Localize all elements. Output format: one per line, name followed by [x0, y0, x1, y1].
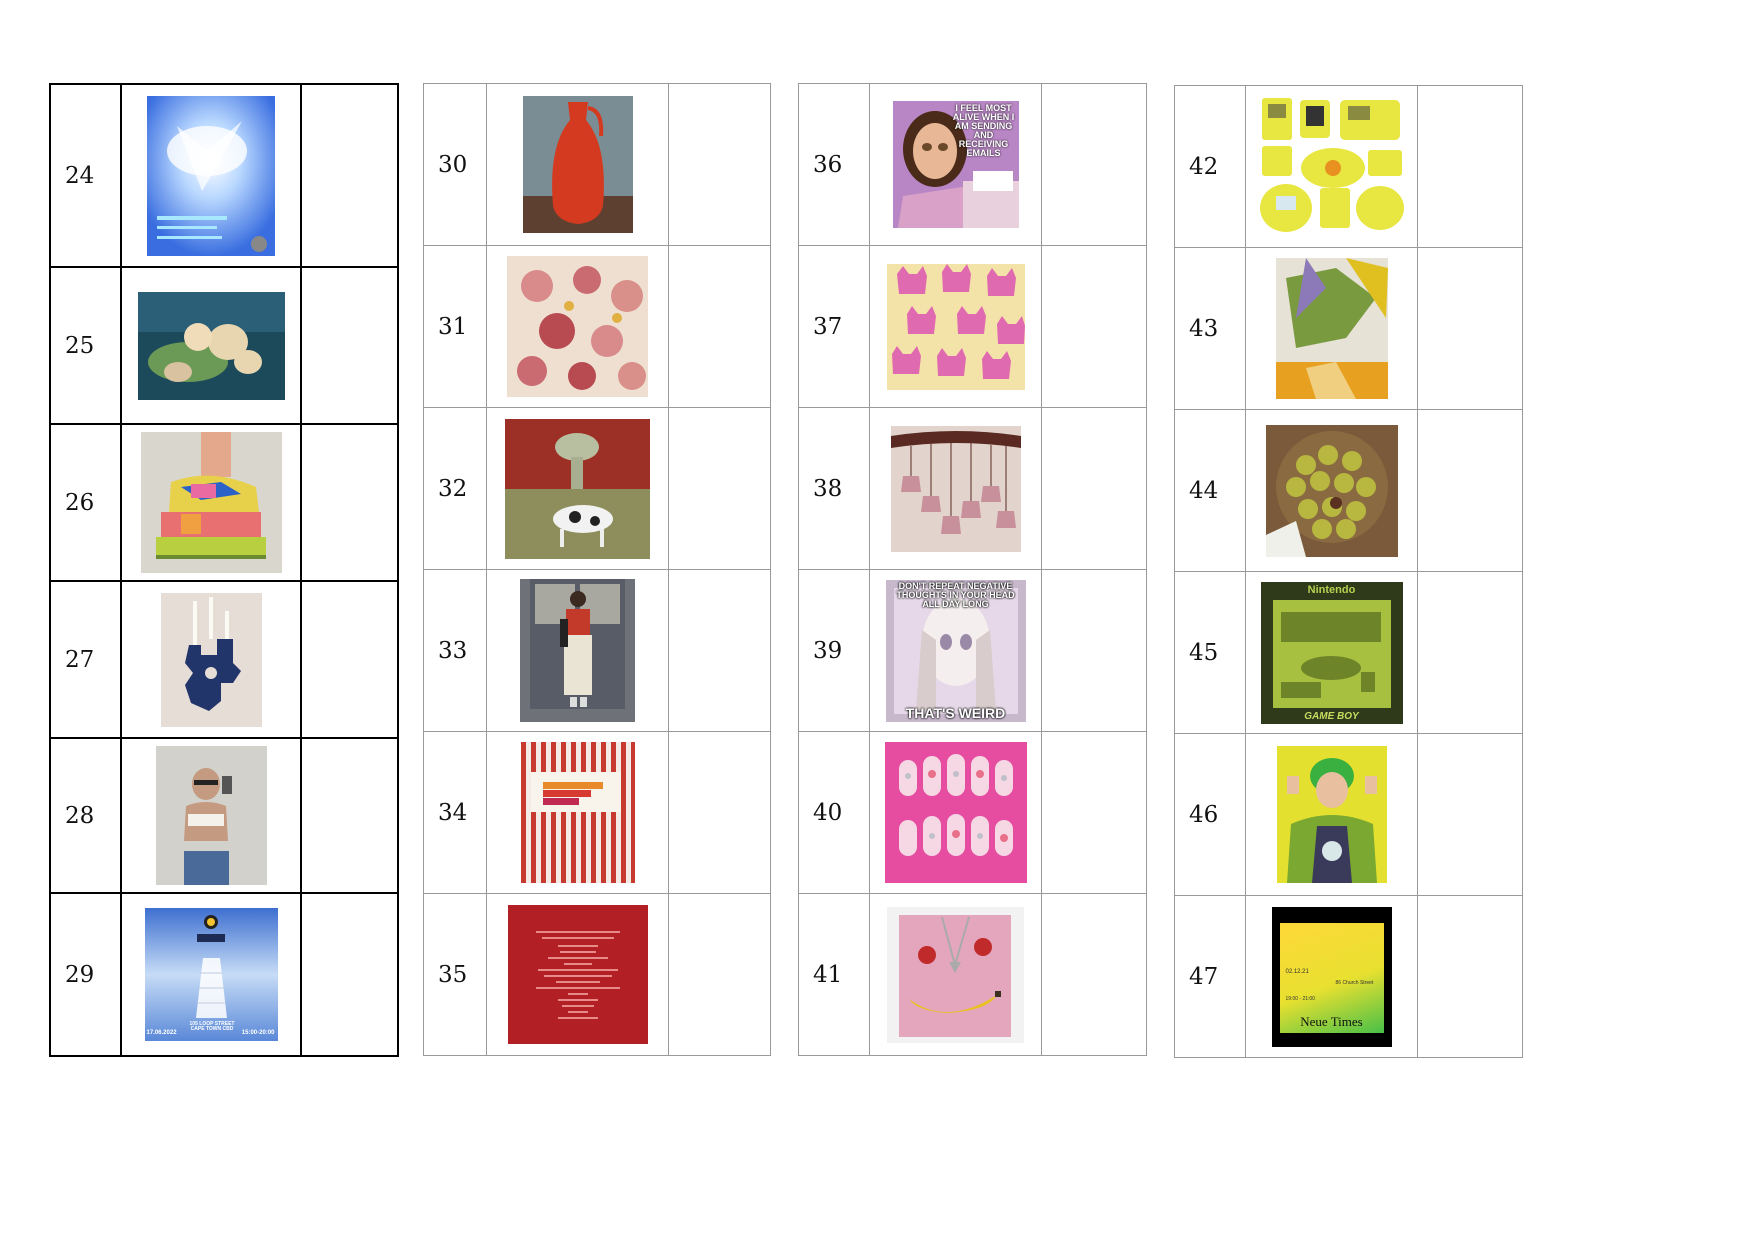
flyer-venue: 105 LOOP STREET CAPE TOWN CBD: [189, 1021, 235, 1032]
cow-and-broccoli-painting-image: [505, 418, 650, 559]
green-hair-portrait-image: [1276, 746, 1387, 883]
red-poem-text-card-image: [507, 905, 648, 1044]
mirror-selfie-sunglasses-image: [155, 746, 267, 885]
pink-cats-pattern-image: [886, 263, 1025, 390]
pink-pendant-lamps-image: [890, 425, 1021, 552]
painting-figures-blue-green-image: [137, 291, 285, 400]
table-4: 42: [1174, 85, 1523, 1058]
nintendo-logo-text: Nintendo: [1307, 583, 1356, 596]
ceramic-floral-relief-pink-image: [507, 256, 648, 397]
party-flyer-angel-blue-image: [147, 95, 275, 256]
meme-emails-text: I FEEL MOST ALIVE WHEN I AM SENDING AND …: [952, 103, 1015, 158]
row-number: 26: [49, 423, 122, 582]
row-number: 39: [798, 569, 870, 732]
table-3: 36 I FEEL MOST ALIVE WHEN I AM SENDING A…: [798, 83, 1147, 1056]
flyer-time: 15:00-20:00: [241, 1030, 275, 1036]
heaven-stairs-event-flyer-image: 17.06.2022 105 LOOP STREET CAPE TOWN CBD…: [144, 908, 278, 1041]
pink-nail-art-set-image: [884, 742, 1027, 883]
gameboy-text: GAME BOY: [1304, 710, 1359, 722]
meme-top-text: DON'T REPEAT NEGATIVE THOUGHTS IN YOUR H…: [896, 580, 1015, 609]
yellow-game-consoles-image: [1257, 96, 1406, 237]
striped-bedding-pillow-image: [520, 742, 635, 883]
blue-ceramic-candle-holder-image: [160, 592, 262, 727]
poster-address: 86 Church Street: [1335, 979, 1374, 986]
row-number: 28: [49, 737, 122, 894]
row-number: 47: [1174, 895, 1246, 1058]
sculptural-sneaker-shoe-image: [140, 432, 282, 573]
row-number: 38: [798, 407, 870, 570]
street-style-person-door-image: [520, 579, 635, 722]
bratz-emails-meme-image: I FEEL MOST ALIVE WHEN I AM SENDING AND …: [892, 101, 1019, 228]
row-number: 32: [423, 407, 487, 570]
row-number: 31: [423, 245, 487, 408]
row-number: 33: [423, 569, 487, 732]
table-2: 30 31: [423, 83, 771, 1056]
row-number: 36: [798, 83, 870, 246]
row-number: 27: [49, 580, 122, 739]
row-number: 42: [1174, 85, 1246, 248]
neue-times-poster-image: 02.12.21 86 Church Street 19:00 - 21:00 …: [1271, 906, 1392, 1047]
chestnuts-basket-image: [1265, 424, 1398, 557]
row-number: 35: [423, 893, 487, 1056]
row-number: 37: [798, 245, 870, 408]
row-number: 25: [49, 266, 122, 425]
yellow-anime-collage-image: [1275, 258, 1388, 399]
row-number: 34: [423, 731, 487, 894]
row-number: 30: [423, 83, 487, 246]
row-number: 43: [1174, 247, 1246, 410]
row-number: 44: [1174, 409, 1246, 572]
meme-bottom-text: THAT'S WEIRD: [905, 704, 1006, 721]
row-number: 24: [49, 83, 122, 268]
row-number: 40: [798, 731, 870, 894]
poster-title: Neue Times: [1300, 1013, 1363, 1029]
row-number: 45: [1174, 571, 1246, 734]
row-number: 41: [798, 893, 870, 1056]
table-1: 24 25: [49, 83, 399, 1057]
poster-inner: [1279, 922, 1384, 1033]
anime-negative-thoughts-meme-image: DON'T REPEAT NEGATIVE THOUGHTS IN YOUR H…: [885, 579, 1026, 722]
pink-banana-strawberry-art-image: [887, 906, 1024, 1043]
nintendo-gameboy-poster-image: Nintendo GAME BOY: [1260, 581, 1403, 724]
poster-time: 19:00 - 21:00: [1285, 995, 1315, 1002]
red-textured-vase-image: [522, 96, 633, 233]
row-number: 29: [49, 892, 122, 1057]
row-number: 46: [1174, 733, 1246, 896]
flyer-date: 17.06.2022: [146, 1030, 177, 1036]
poster-date: 02.12.21: [1285, 968, 1309, 975]
